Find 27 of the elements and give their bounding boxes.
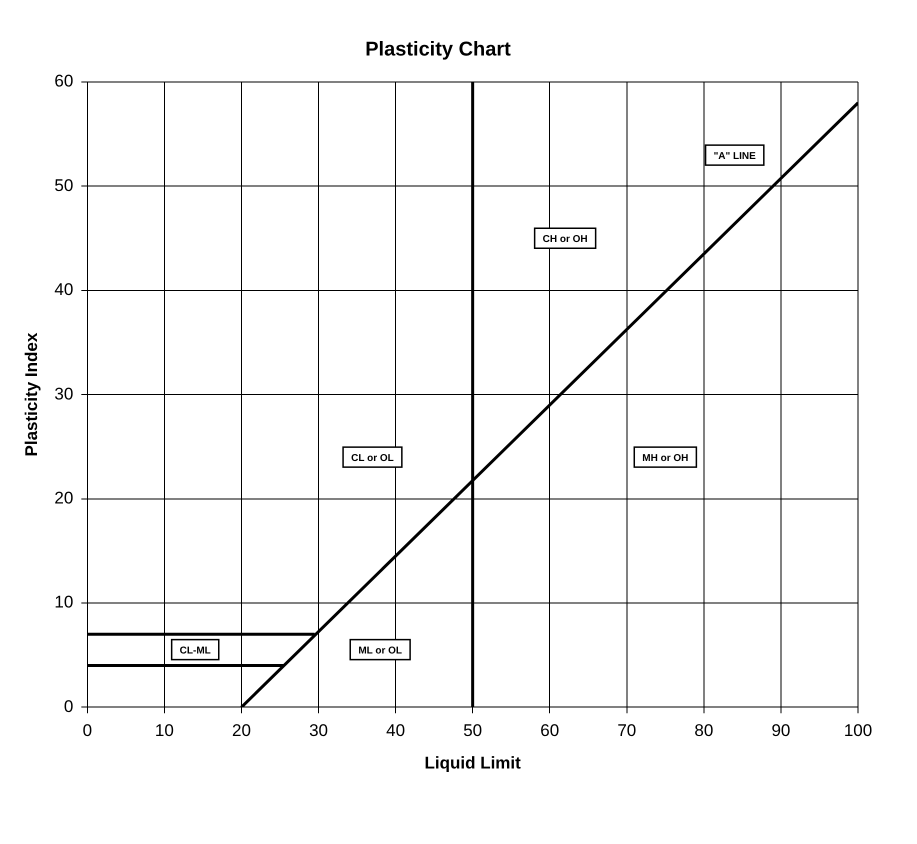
annotation: MH or OH: [642, 452, 688, 464]
y-axis-title: Plasticity Index: [22, 332, 41, 456]
y-tick-label: 40: [54, 280, 74, 300]
annotation: CL or OL: [351, 452, 394, 464]
y-tick-label: 20: [54, 488, 74, 508]
annotation: CL-ML: [180, 645, 211, 656]
x-tick-label: 100: [844, 721, 872, 740]
y-tick-label: 30: [54, 384, 74, 404]
chart-title: Plasticity Chart: [365, 38, 512, 61]
x-tick-label: 50: [463, 721, 482, 740]
x-tick-label: 20: [232, 721, 251, 740]
y-tick-label: 60: [54, 72, 74, 91]
annotation: "A" LINE: [714, 150, 756, 162]
x-axis-title: Liquid Limit: [424, 753, 522, 772]
x-tick-label: 0: [82, 721, 92, 740]
x-tick-label: 60: [540, 721, 560, 740]
annotation: CH or OH: [542, 234, 588, 246]
y-tick-label: 10: [54, 592, 74, 612]
y-tick-label: 50: [54, 176, 74, 195]
annotation: ML or OL: [358, 645, 402, 656]
x-tick-label: 70: [617, 721, 636, 740]
x-tick-label: 10: [154, 721, 174, 740]
x-tick-label: 90: [771, 721, 790, 740]
x-tick-label: 30: [309, 721, 328, 740]
x-tick-label: 40: [386, 721, 406, 740]
x-tick-label: 80: [694, 721, 714, 740]
y-tick-label: 0: [64, 696, 74, 716]
